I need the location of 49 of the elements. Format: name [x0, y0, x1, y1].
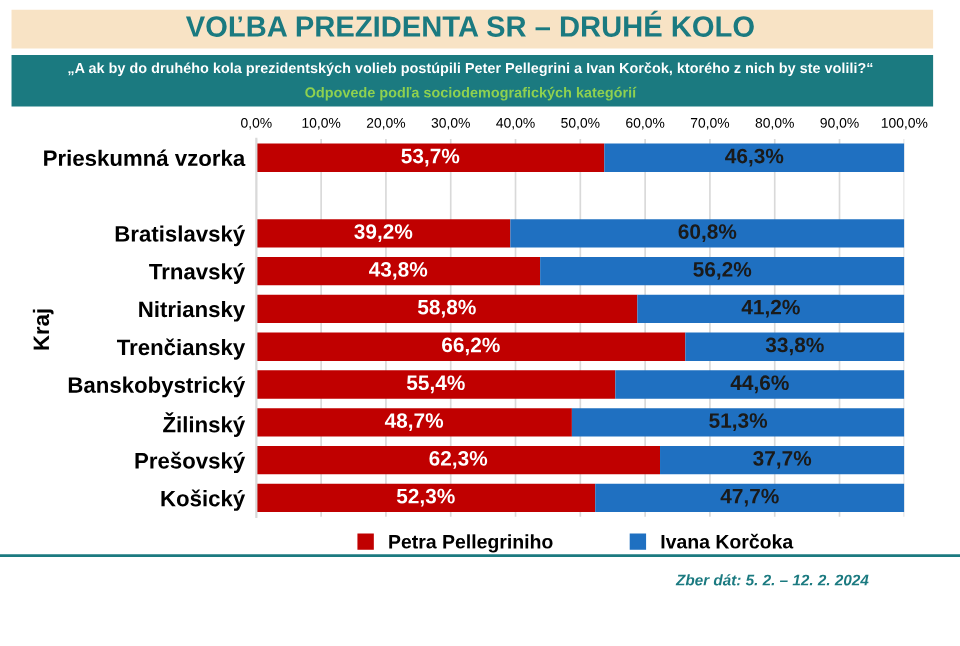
text: 66,2% [442, 337, 500, 356]
bar [540, 256, 905, 286]
y-axis-title: Kraj [32, 309, 54, 350]
text: 62,3% [429, 450, 488, 469]
bar [256, 219, 511, 248]
y-tick-label: Prešovský [135, 451, 246, 474]
text: 55,4% [406, 375, 465, 394]
text: 44,6% [730, 375, 789, 394]
bar [256, 483, 596, 513]
y-tick-label: Košický [161, 489, 246, 511]
chart-title: VOĽBA PREZIDENTA SR – DRUHÉ KOLO [185, 10, 754, 37]
legend-label: Petra Pellegriniho [389, 534, 553, 553]
y-tick-label: Bratislavský [115, 225, 246, 247]
text: 60,8% [678, 224, 737, 242]
bar [256, 445, 661, 475]
text: 37,7% [753, 450, 812, 469]
text: 43,8% [369, 262, 428, 280]
bar [660, 445, 905, 475]
bar [256, 408, 572, 437]
text: 56,2% [693, 262, 752, 280]
bar [256, 256, 541, 286]
bar [510, 219, 905, 248]
bar [256, 143, 605, 172]
legend-label: Ivana Korčoka [661, 533, 794, 549]
bar [595, 483, 905, 513]
y-tick-label: Žilinský [163, 412, 246, 437]
y-tick-label: Prieskumná vzorka [44, 149, 246, 167]
bar [604, 143, 905, 172]
text: 52,3% [396, 488, 455, 507]
text: 53,7% [401, 148, 460, 167]
text: 48,7% [384, 413, 444, 431]
bar [256, 294, 638, 324]
y-tick-label: Nitriansky [139, 300, 246, 322]
y-tick-label: Trenčiansky [116, 338, 246, 360]
bar [571, 408, 905, 437]
bar [685, 332, 905, 361]
text: 33,8% [765, 337, 824, 356]
y-tick-label: Banskobystrický [68, 376, 246, 398]
text: 39,2% [354, 224, 413, 242]
bar [615, 370, 905, 399]
bar [256, 370, 616, 399]
text: 41,2% [741, 299, 800, 318]
y-tick-label: Trnavský [149, 263, 246, 284]
bar [256, 332, 686, 361]
text: 46,3% [725, 148, 784, 167]
text: 58,8% [417, 299, 476, 318]
text: 51,3% [709, 413, 768, 431]
text: 47,7% [720, 488, 779, 507]
bar [637, 294, 905, 324]
